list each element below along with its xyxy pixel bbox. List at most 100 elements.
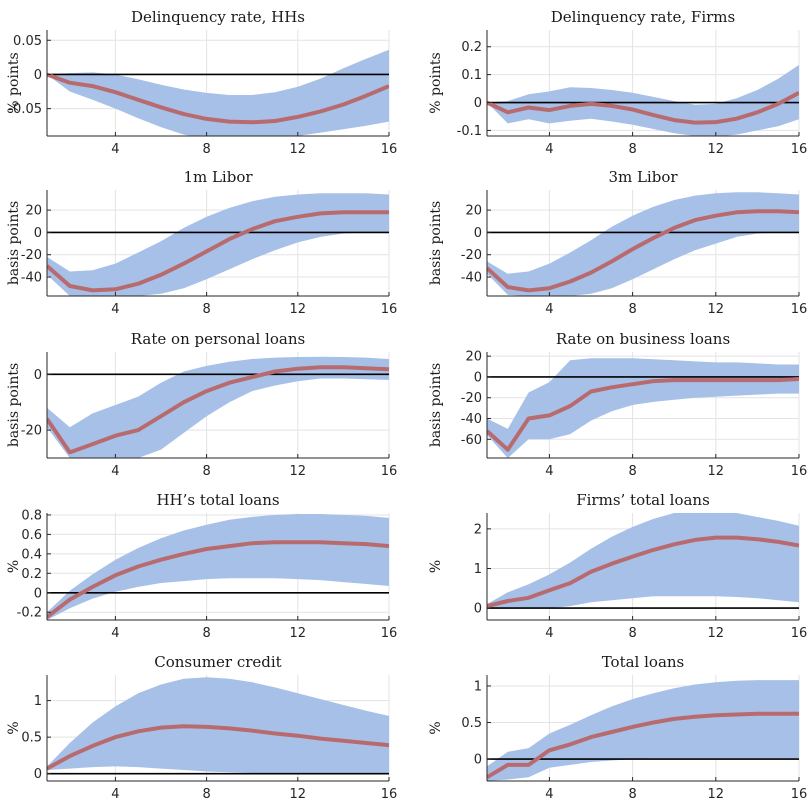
x-tick-label: 8 <box>202 302 210 317</box>
y-tick-label: 0.1 <box>461 68 482 83</box>
y-tick-label: 0 <box>34 368 42 383</box>
x-tick-label: 8 <box>202 626 210 641</box>
y-axis-label: % <box>6 721 22 734</box>
y-axis-label: basis points <box>6 363 22 447</box>
x-tick-label: 16 <box>381 626 398 641</box>
x-tick-label: 12 <box>290 787 307 802</box>
y-tick-label: 0.4 <box>21 547 42 562</box>
panel-1: 4 8 12 16 -0.05 0 0.05 Delinquency rate, HHs % p… <box>6 8 397 157</box>
x-tick-label: 4 <box>545 302 553 317</box>
y-tick-label: 0 <box>474 96 482 111</box>
y-tick-label: 0 <box>34 767 42 782</box>
confidence-band <box>487 64 799 136</box>
y-tick-label: 0.2 <box>461 40 482 55</box>
y-tick-label: 20 <box>465 350 482 365</box>
y-axis-label: basis points <box>6 201 22 285</box>
confidence-band <box>47 49 389 136</box>
y-tick-label: -0.05 <box>8 102 42 117</box>
y-tick-label: -0.2 <box>17 606 42 621</box>
panel-title: Rate on business loans <box>556 330 730 348</box>
y-tick-label: 0 <box>34 586 42 601</box>
panel-title: HH’s total loans <box>156 491 279 509</box>
y-tick-label: 0.8 <box>21 508 42 523</box>
median-response-line <box>47 540 389 619</box>
x-tick-label: 12 <box>290 302 307 317</box>
x-tick-label: 16 <box>791 142 808 157</box>
y-tick-label: 0 <box>34 68 42 83</box>
y-tick-label: 0 <box>474 753 482 768</box>
y-axis-label: % <box>428 560 444 573</box>
y-tick-label: -40 <box>21 271 42 286</box>
y-tick-label: 0 <box>34 226 42 241</box>
x-tick-label: 4 <box>111 626 119 641</box>
x-tick-label: 12 <box>708 464 725 479</box>
median-response-line <box>47 724 389 771</box>
y-tick-label: -60 <box>461 433 482 448</box>
panel-title: Firms’ total loans <box>576 491 710 509</box>
panel-5: 4 8 12 16 -20 0 Rate on personal loans basis po… <box>6 330 397 479</box>
y-tick-label: -40 <box>461 412 482 427</box>
x-tick-label: 4 <box>111 142 119 157</box>
y-tick-label: -20 <box>21 424 42 439</box>
median-response-line <box>47 72 389 125</box>
x-tick-label: 4 <box>545 626 553 641</box>
x-tick-label: 8 <box>628 142 636 157</box>
x-tick-label: 16 <box>381 302 398 317</box>
panel-title: Delinquency rate, HHs <box>131 8 305 26</box>
y-tick-label: 1 <box>34 694 42 709</box>
x-tick-label: 4 <box>545 142 553 157</box>
x-tick-label: 4 <box>111 787 119 802</box>
y-tick-label: 0.05 <box>13 34 42 49</box>
y-tick-label: 20 <box>25 204 42 219</box>
y-tick-label: 0 <box>474 370 482 385</box>
median-response-line <box>487 535 799 609</box>
median-response-line <box>47 365 389 455</box>
x-tick-label: 16 <box>791 787 808 802</box>
x-tick-label: 8 <box>202 142 210 157</box>
x-tick-label: 12 <box>290 464 307 479</box>
panel-title: Consumer credit <box>154 653 281 671</box>
panel-title: 3m Libor <box>608 168 678 186</box>
confidence-band <box>47 677 389 774</box>
y-tick-label: -20 <box>461 248 482 263</box>
y-tick-label: 0.5 <box>461 716 482 731</box>
panel-title: Delinquency rate, Firms <box>551 8 735 26</box>
median-response-line <box>487 711 799 780</box>
y-tick-label: 20 <box>465 204 482 219</box>
x-tick-label: 4 <box>545 787 553 802</box>
y-axis-label: % <box>6 560 22 573</box>
y-tick-label: 0 <box>474 602 482 617</box>
x-tick-label: 16 <box>791 302 808 317</box>
x-tick-label: 8 <box>202 464 210 479</box>
x-tick-label: 12 <box>708 142 725 157</box>
x-tick-label: 4 <box>111 302 119 317</box>
y-axis-label: basis points <box>428 363 444 447</box>
panel-title: Total loans <box>602 653 685 671</box>
x-tick-label: 4 <box>111 464 119 479</box>
median-response-line <box>487 377 799 452</box>
y-tick-label: 0.2 <box>21 567 42 582</box>
confidence-band <box>487 358 799 458</box>
x-tick-label: 12 <box>708 302 725 317</box>
y-tick-label: -40 <box>461 271 482 286</box>
y-tick-label: 0.6 <box>21 528 42 543</box>
y-tick-label: 1 <box>474 679 482 694</box>
panel-2: 4 8 12 16 -0.1 0 0.1 0.2 Delinquency rate, Firms… <box>428 8 807 157</box>
confidence-band <box>487 680 799 781</box>
y-tick-label: 1 <box>474 562 482 577</box>
confidence-band <box>47 514 389 620</box>
median-response-line <box>487 91 799 125</box>
x-tick-label: 8 <box>202 787 210 802</box>
panel-3: 4 8 12 16 -40 -20 0 20 1m Libor basis points <box>6 168 397 317</box>
x-tick-label: 16 <box>381 464 398 479</box>
panel-4: 4 8 12 16 -40 -20 0 20 3m Libor basis points <box>428 168 807 317</box>
x-tick-label: 16 <box>381 142 398 157</box>
y-tick-label: 0 <box>474 226 482 241</box>
panel-title: Rate on personal loans <box>131 330 305 348</box>
x-tick-label: 8 <box>628 787 636 802</box>
y-tick-label: -0.1 <box>457 124 482 139</box>
panel-9: 4 8 12 16 0 0.5 1 Consumer credit% <box>6 653 397 802</box>
x-tick-label: 16 <box>791 464 808 479</box>
y-tick-label: -20 <box>21 248 42 263</box>
